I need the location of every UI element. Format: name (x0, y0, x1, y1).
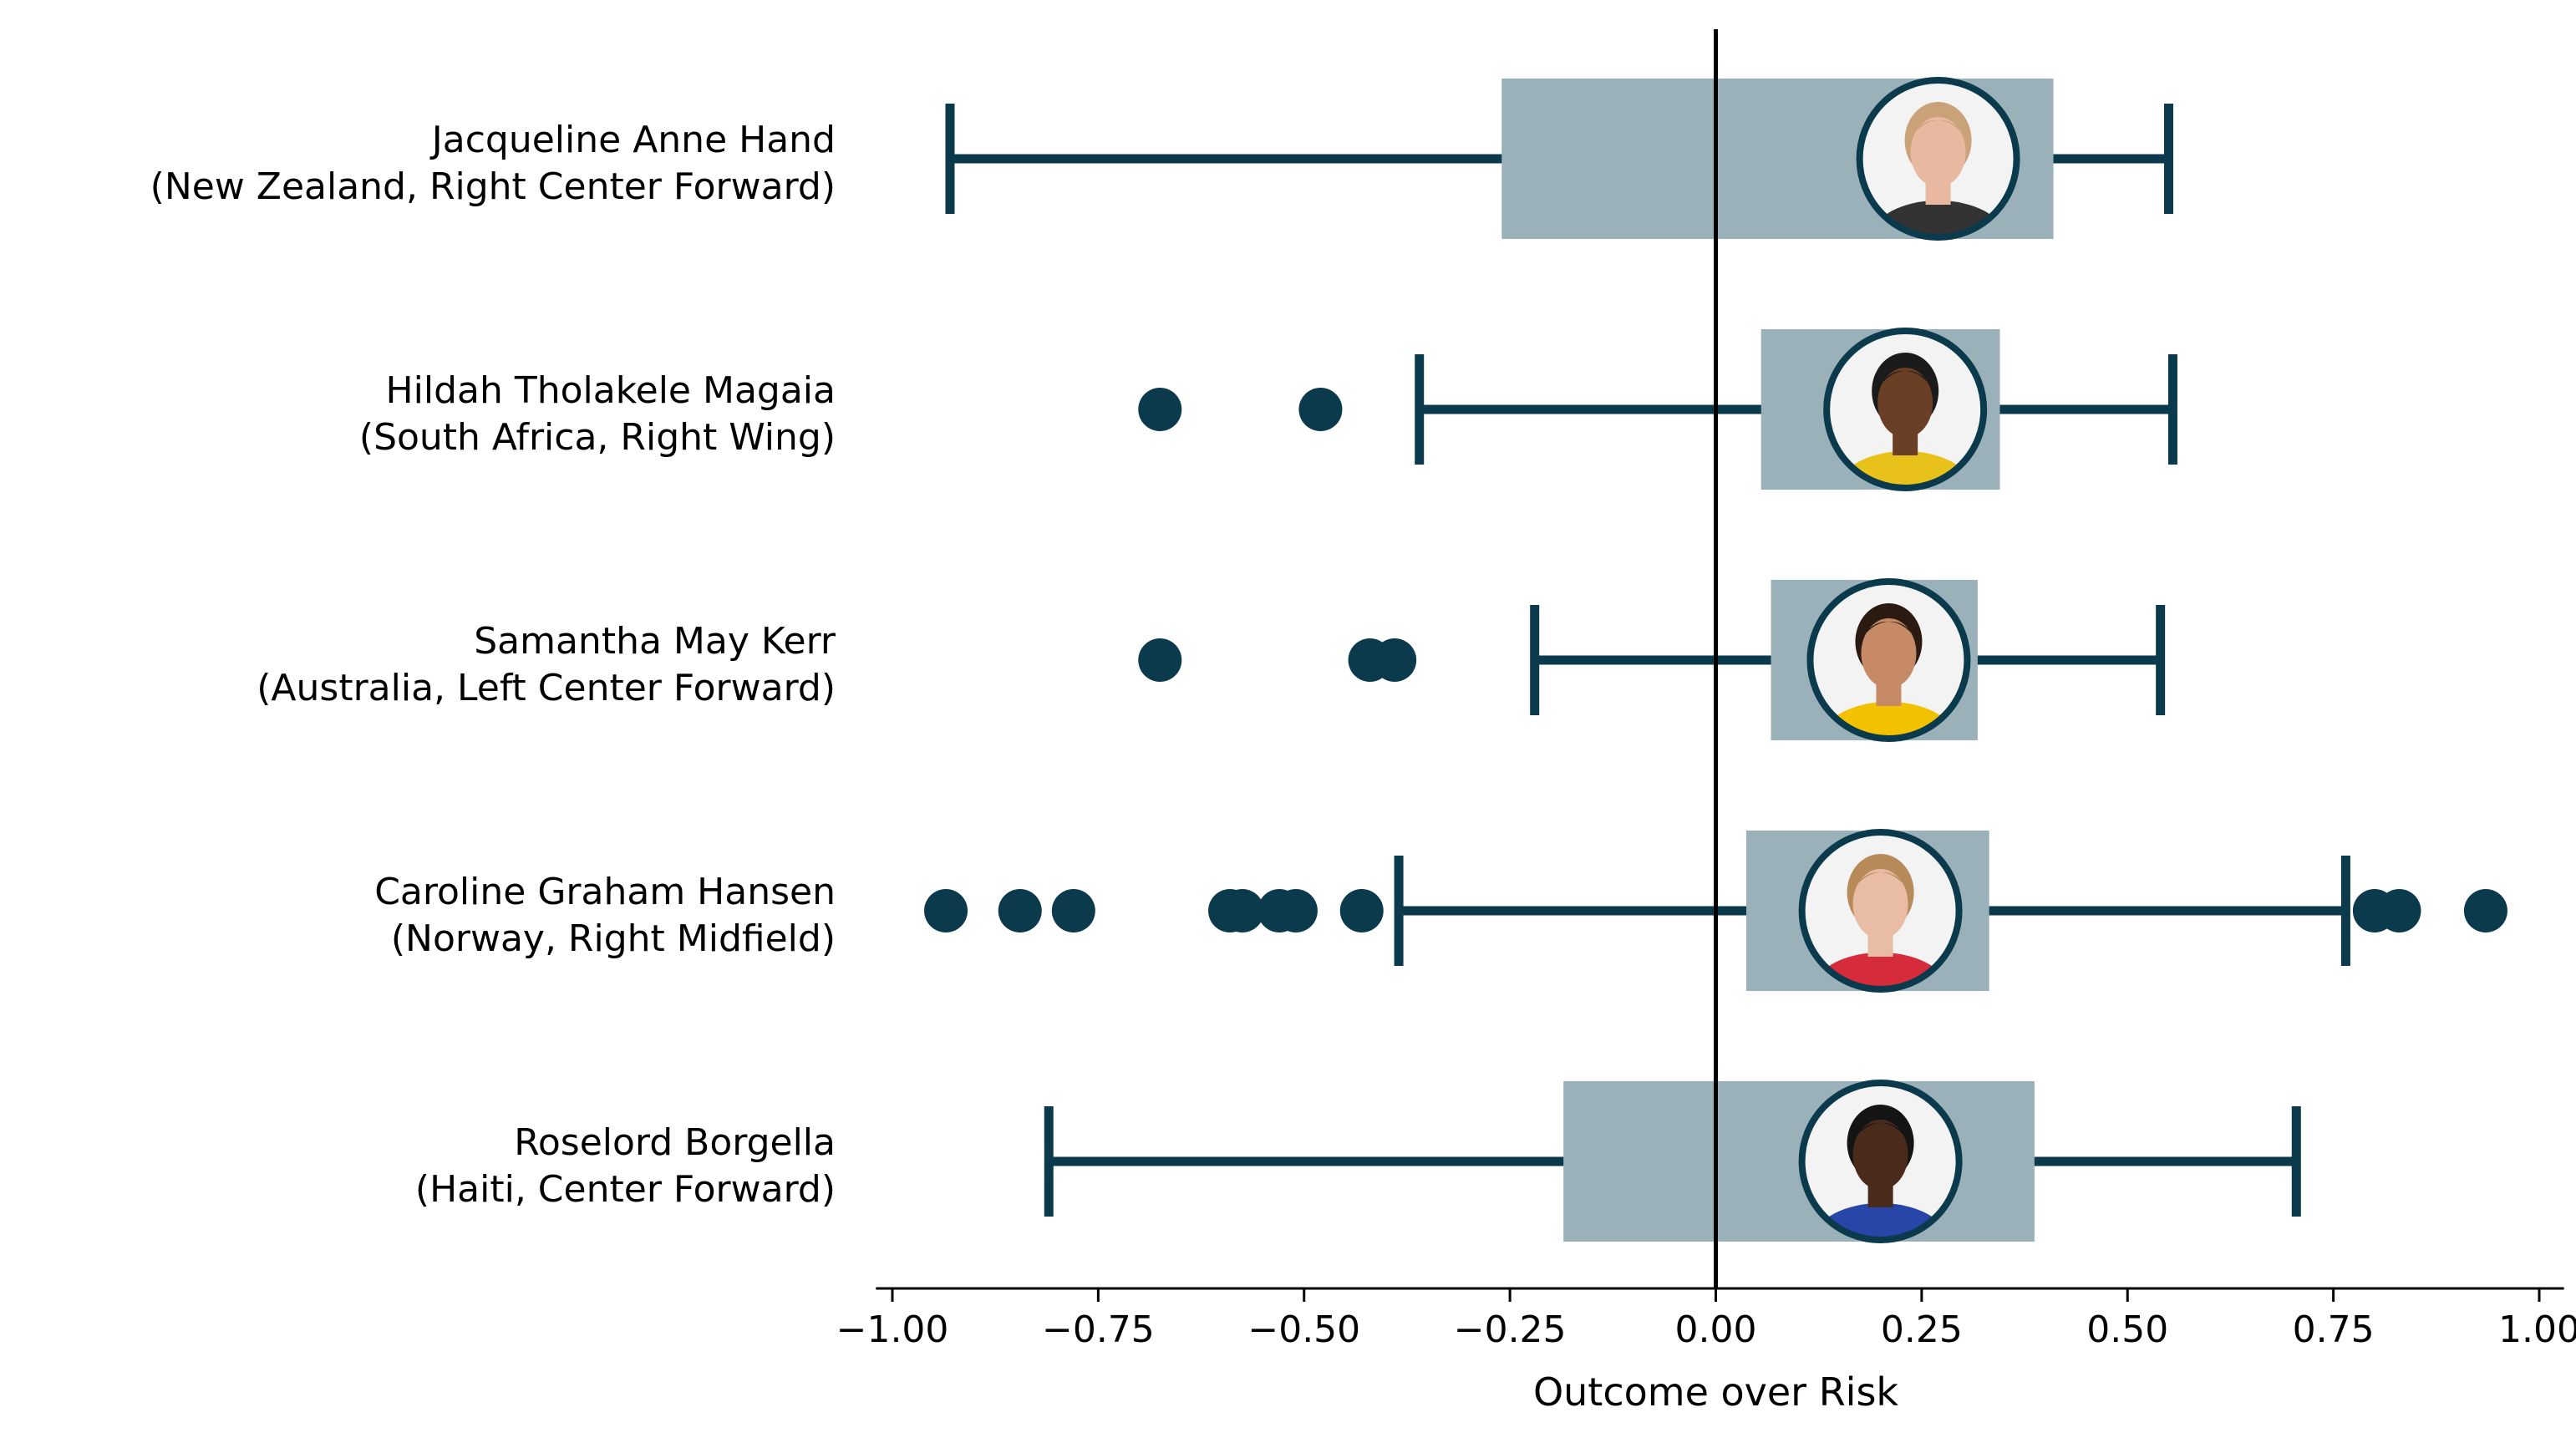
photo-ring (1856, 77, 2020, 241)
player-row (924, 829, 2507, 993)
player-detail-label: (Norway, Right Midfield) (391, 917, 836, 960)
player-name-label: Samantha May Kerr (474, 620, 836, 663)
photo-ring (1806, 578, 1971, 742)
player-photo-icon (1798, 1080, 1963, 1243)
x-axis-label: Outcome over Risk (1533, 1369, 1898, 1415)
player-row (1138, 328, 2177, 491)
outlier-point (924, 889, 968, 932)
player-name-label: Roselord Borgella (514, 1121, 836, 1164)
player-detail-label: (Haiti, Center Forward) (415, 1168, 836, 1211)
player-detail-label: (South Africa, Right Wing) (359, 416, 836, 459)
player-row (1138, 578, 2166, 742)
x-tick-label: 0.75 (2293, 1308, 2375, 1351)
outlier-point (1273, 889, 1318, 932)
x-tick-label: 1.00 (2498, 1308, 2576, 1351)
player-photo-icon (1806, 578, 1971, 742)
outlier-point (1298, 388, 1343, 431)
outlier-point (1138, 388, 1182, 431)
x-tick-label: 0.25 (1881, 1308, 1963, 1351)
player-photo-icon (1798, 829, 1963, 993)
outlier-point (1373, 638, 1417, 682)
player-detail-label: (New Zealand, Right Center Forward) (150, 165, 836, 208)
player-photo-icon (1856, 77, 2020, 241)
photo-ring (1798, 1080, 1963, 1243)
x-tick-label: −1.00 (836, 1308, 949, 1351)
outlier-point (2463, 889, 2507, 932)
player-name-label: Jacqueline Anne Hand (429, 119, 836, 161)
player-row (945, 77, 2174, 241)
player-name-label: Hildah Tholakele Magaia (386, 369, 836, 412)
outlier-point (1220, 889, 1264, 932)
outlier-point (1051, 889, 1095, 932)
boxplot-area (924, 77, 2507, 1243)
photo-ring (1823, 328, 1988, 491)
x-axis: −1.00 −0.75 −0.50 −0.25 0.00 0.25 0.50 0.75 1.00 (836, 1287, 2576, 1351)
player-name-label: Caroline Graham Hansen (374, 871, 836, 913)
outlier-point (1138, 638, 1182, 682)
x-tick-label: −0.75 (1042, 1308, 1155, 1351)
player-labels: Jacqueline Anne Hand(New Zealand, Right … (150, 119, 836, 1211)
photo-ring (1798, 829, 1963, 993)
x-tick-label: −0.25 (1454, 1308, 1567, 1351)
outlier-point (2377, 889, 2421, 932)
player-row (1044, 1080, 2301, 1243)
x-tick-label: 0.50 (2086, 1308, 2168, 1351)
x-tick-label: 0.00 (1675, 1308, 1757, 1351)
player-photo-icon (1823, 328, 1988, 491)
outlier-point (1339, 889, 1384, 932)
x-tick-label: −0.50 (1247, 1308, 1360, 1351)
player-detail-label: (Australia, Left Center Forward) (257, 667, 836, 709)
outlier-point (998, 889, 1042, 932)
